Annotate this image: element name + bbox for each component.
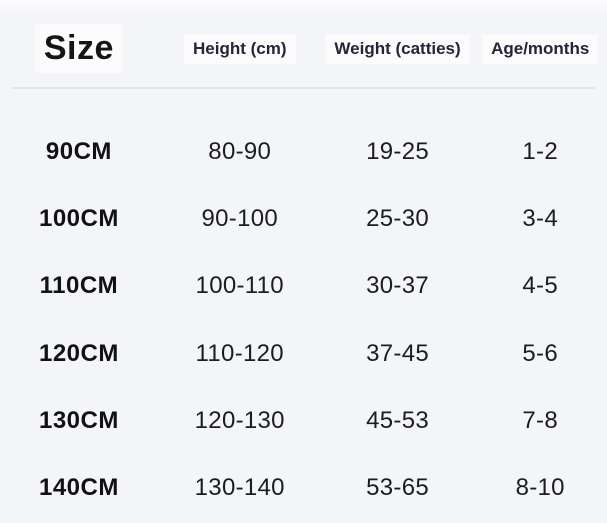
table-row: 140CM 130-140 53-65 8-10 — [0, 454, 607, 521]
age-cell: 3-4 — [522, 204, 558, 232]
table-row: 110CM 100-110 30-37 4-5 — [0, 253, 607, 320]
size-cell: 130CM — [38, 406, 119, 434]
table-header: Size Height (cm) Weight (catties) Age/mo… — [0, 0, 607, 87]
weight-cell: 25-30 — [366, 204, 429, 232]
table-row: 120CM 110-120 37-45 5-6 — [0, 320, 607, 387]
column-header-height-label: Height (cm) — [184, 33, 296, 64]
column-header-height: Height (cm) — [158, 33, 322, 64]
column-header-weight-label: Weight (catties) — [325, 33, 470, 64]
age-cell: 7-8 — [522, 406, 558, 434]
weight-cell: 30-37 — [366, 272, 429, 300]
size-cell: 120CM — [38, 339, 119, 367]
column-header-age-label: Age/months — [482, 33, 599, 64]
size-cell: 140CM — [38, 474, 119, 502]
weight-cell: 45-53 — [366, 406, 429, 434]
age-cell: 1-2 — [522, 137, 558, 165]
height-cell: 120-130 — [194, 406, 285, 434]
table-row: 130CM 120-130 45-53 7-8 — [0, 387, 607, 454]
age-cell: 8-10 — [515, 474, 565, 502]
height-cell: 130-140 — [194, 474, 285, 502]
header-divider — [12, 87, 595, 89]
column-header-age: Age/months — [473, 33, 607, 64]
height-cell: 110-120 — [195, 339, 284, 367]
size-cell: 90CM — [45, 137, 112, 165]
weight-cell: 53-65 — [366, 474, 429, 502]
height-cell: 80-90 — [208, 137, 272, 165]
table-body: 90CM 80-90 19-25 1-2 100CM 90-100 25-30 … — [0, 89, 607, 523]
height-cell: 100-110 — [195, 272, 284, 300]
table-row: 90CM 80-90 19-25 1-2 — [0, 118, 607, 185]
table-row: 100CM 90-100 25-30 3-4 — [0, 185, 607, 252]
age-cell: 5-6 — [522, 339, 558, 367]
size-cell: 100CM — [38, 204, 119, 232]
column-header-weight: Weight (catties) — [322, 33, 474, 64]
weight-cell: 19-25 — [366, 137, 429, 165]
height-cell: 90-100 — [201, 204, 279, 232]
weight-cell: 37-45 — [366, 339, 429, 367]
age-cell: 4-5 — [522, 272, 558, 300]
page-title: Size — [0, 24, 158, 73]
page-title-label: Size — [34, 24, 123, 73]
size-cell: 110CM — [39, 272, 119, 300]
